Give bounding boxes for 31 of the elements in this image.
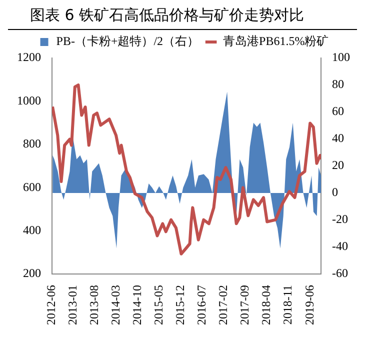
y2-tick-label: -20: [332, 212, 348, 226]
legend-label: 青岛港PB61.5%粉矿: [223, 34, 329, 48]
y-tick-label: 800: [23, 136, 41, 151]
y-tick-label: 400: [23, 222, 41, 237]
x-tick-label: 2013-08: [87, 285, 102, 326]
legend-label: PB-（卡粉+超特）/2（右）: [56, 34, 200, 48]
y2-tick-label: 0: [332, 185, 338, 200]
x-tick-label: 2017-02: [216, 285, 230, 326]
x-tick-label: 2019-06: [302, 285, 316, 326]
y2-tick-label: 40: [332, 131, 344, 146]
chart-title: 图表 6 铁矿石高低品价格与矿价走势对比: [8, 0, 357, 30]
y-tick-label: 200: [23, 266, 41, 280]
y2-tick-label: 20: [332, 158, 344, 172]
y-tick-label: 1000: [17, 93, 41, 108]
y2-tick-label: 100: [332, 50, 350, 64]
x-tick-label: 2014-03: [108, 285, 123, 326]
y-tick-label: 600: [23, 180, 41, 194]
x-tick-label: 2014-10: [130, 285, 144, 326]
x-tick-label: 2015-12: [173, 285, 188, 326]
y2-tick-label: 60: [332, 104, 344, 118]
x-tick-label: 2016-07: [194, 285, 209, 326]
y2-tick-label: -60: [332, 266, 348, 280]
x-tick-label: 2017-09: [238, 285, 252, 326]
y2-tick-label: -40: [332, 239, 348, 254]
x-tick-label: 2018-11: [280, 285, 295, 325]
x-tick-label: 2013-01: [66, 285, 80, 326]
x-tick-label: 2012-06: [44, 285, 58, 326]
y-tick-label: 1200: [17, 50, 41, 64]
y2-tick-label: 80: [332, 77, 344, 92]
x-tick-label: 2015-05: [152, 285, 166, 326]
x-tick-label: 2018-04: [259, 285, 274, 326]
